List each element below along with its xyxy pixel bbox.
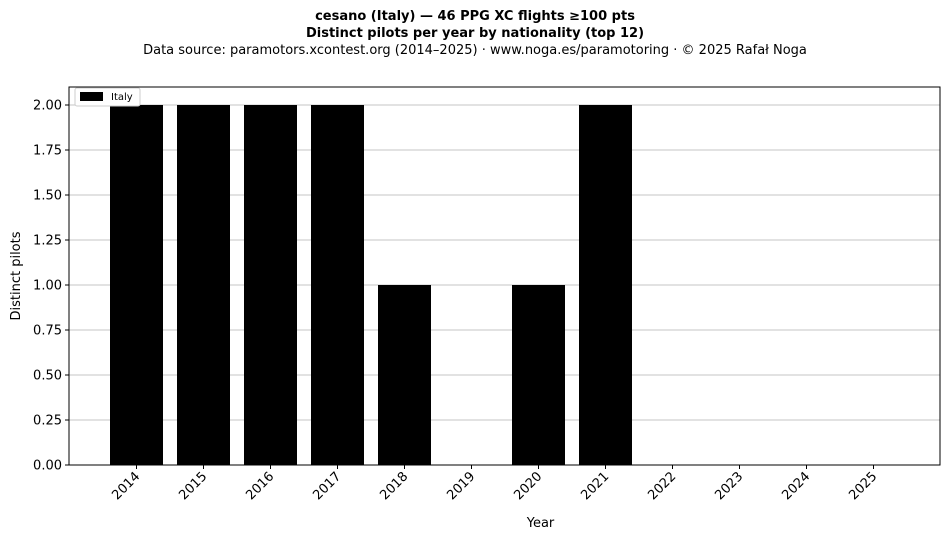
- x-tick-label-2014: 2014: [109, 469, 143, 503]
- bars: [110, 105, 632, 465]
- bar-2017: [311, 105, 364, 465]
- y-axis-label: Distinct pilots: [9, 231, 24, 320]
- x-tick-label-2017: 2017: [310, 469, 344, 503]
- chart-source: Data source: paramotors.xcontest.org (20…: [143, 43, 807, 58]
- x-axis-ticks: 2014 2015 2016 2017 2018 2019 2020 2021 2022 2023…: [109, 465, 880, 503]
- bar-2014: [110, 105, 163, 465]
- legend-label-italy: Italy: [111, 92, 133, 103]
- x-tick-label-2015: 2015: [176, 469, 210, 503]
- y-tick-label: 0.75: [33, 324, 62, 339]
- legend-swatch: [80, 92, 103, 101]
- plot-frame: [68, 86, 941, 466]
- y-tick-label: 2.00: [33, 99, 62, 114]
- bar-2016: [244, 105, 297, 465]
- y-tick-label: 0.00: [33, 459, 62, 474]
- y-tick-label: 1.50: [33, 189, 62, 204]
- y-tick-label: 0.50: [33, 369, 62, 384]
- y-tick-label: 1.00: [33, 279, 62, 294]
- x-tick-label-2020: 2020: [511, 469, 545, 503]
- bar-2015: [177, 105, 230, 465]
- x-tick-label-2025: 2025: [846, 469, 880, 503]
- y-tick-label: 1.25: [33, 234, 62, 249]
- legend: Italy: [74, 87, 141, 107]
- chart-title-block: cesano (Italy) — 46 PPG XC flights ≥100 …: [0, 8, 950, 59]
- chart-subtitle: Distinct pilots per year by nationality …: [305, 26, 645, 41]
- bar-2018: [378, 285, 431, 465]
- x-tick-label-2019: 2019: [444, 469, 478, 503]
- bar-2021: [579, 105, 632, 465]
- x-tick-label-2023: 2023: [712, 469, 746, 503]
- x-tick-label-2018: 2018: [377, 469, 411, 503]
- x-tick-label-2016: 2016: [243, 469, 277, 503]
- bar-2020: [512, 285, 565, 465]
- chart-title: cesano (Italy) — 46 PPG XC flights ≥100 …: [315, 9, 635, 24]
- x-axis-label: Year: [526, 516, 555, 531]
- y-tick-label: 1.75: [33, 144, 62, 159]
- x-tick-label-2024: 2024: [779, 469, 813, 503]
- y-axis-ticks: 0.00 0.25 0.50 0.75 1.00 1.25 1.50 1.75 2.00: [33, 99, 69, 474]
- x-tick-label-2022: 2022: [645, 469, 679, 503]
- y-tick-label: 0.25: [33, 414, 62, 429]
- x-tick-label-2021: 2021: [578, 469, 612, 503]
